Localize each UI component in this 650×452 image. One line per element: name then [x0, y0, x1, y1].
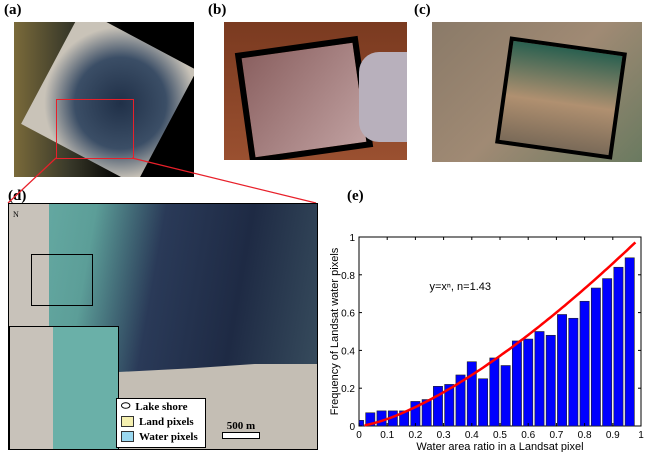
- bar: [478, 378, 489, 427]
- panel-label-c: (c): [414, 2, 431, 18]
- land-pixels-swatch: [121, 416, 134, 427]
- bar: [365, 412, 376, 427]
- bar: [579, 300, 590, 427]
- y-tick-label: 1: [349, 233, 355, 244]
- satellite-image-c: [432, 22, 642, 162]
- map-legend: ⬭ Lake shore Land pixels Water pixels: [116, 398, 206, 448]
- y-tick-label: 0.2: [341, 384, 355, 395]
- x-tick-label: 0.4: [465, 430, 479, 441]
- panel-label-e: (e): [347, 188, 364, 204]
- satellite-image-a: [14, 22, 194, 177]
- bar: [602, 278, 613, 427]
- y-tick-label: 0: [349, 422, 355, 433]
- bar: [557, 314, 567, 427]
- north-arrow: N: [13, 210, 19, 219]
- bar: [433, 386, 443, 427]
- bar: [500, 365, 511, 427]
- panel-label-a: (a): [4, 2, 22, 18]
- bar: [466, 361, 477, 427]
- bar: [545, 334, 556, 427]
- highlight-box: [56, 99, 134, 159]
- x-tick-label: 0.1: [380, 430, 394, 441]
- water-pixels-swatch: [121, 431, 134, 442]
- bar: [444, 384, 455, 427]
- lake-shore-outline-icon: ⬭: [121, 400, 131, 412]
- x-tick-label: 0.9: [606, 430, 620, 441]
- bar: [568, 317, 579, 427]
- bar: [613, 266, 624, 427]
- bar: [489, 357, 500, 427]
- legend-water-pixels: Water pixels: [139, 430, 198, 443]
- y-axis-label: Frequency of Landsat water pixels: [330, 247, 341, 415]
- panel-label-b: (b): [208, 2, 227, 18]
- bar: [376, 410, 387, 427]
- x-tick-label: 0.2: [408, 430, 422, 441]
- panel-label-d: (d): [8, 188, 27, 204]
- fit-annotation: y=xⁿ, n=1.43: [430, 281, 492, 293]
- y-tick-label: 0.8: [341, 271, 355, 282]
- x-tick-label: 0.3: [437, 430, 451, 441]
- bar: [511, 340, 522, 427]
- x-tick-label: 0.5: [493, 430, 507, 441]
- satellite-image-b: [224, 22, 407, 160]
- legend-land-pixels: Land pixels: [139, 415, 194, 428]
- bar: [421, 399, 432, 427]
- bar: [534, 331, 545, 427]
- fit-curve: [364, 241, 637, 427]
- bar: [358, 420, 364, 427]
- chart-e: 0 0.1 0.2 0.3 0.4 0.5 0.6 0.7 0.8 0.9 1 0 0.2 0.4 0.6 0…: [330, 233, 644, 452]
- x-tick-label: 0: [356, 430, 362, 441]
- x-tick-label: 0.8: [578, 430, 592, 441]
- x-axis-label: Water area ratio in a Landsat pixel: [416, 441, 583, 452]
- scale-label: 500 m: [226, 420, 256, 432]
- x-tick-label: 0.6: [521, 430, 535, 441]
- y-tick-label: 0.4: [341, 346, 355, 357]
- y-tick-label: 0.6: [341, 309, 355, 320]
- bar: [590, 287, 601, 427]
- bar: [455, 374, 466, 427]
- x-tick-label: 1: [638, 430, 644, 441]
- bar: [624, 257, 635, 427]
- bar: [523, 338, 534, 427]
- x-tick-label: 0.7: [549, 430, 563, 441]
- legend-lake-shore: Lake shore: [135, 400, 188, 413]
- scale-bar: 500 m: [222, 420, 260, 439]
